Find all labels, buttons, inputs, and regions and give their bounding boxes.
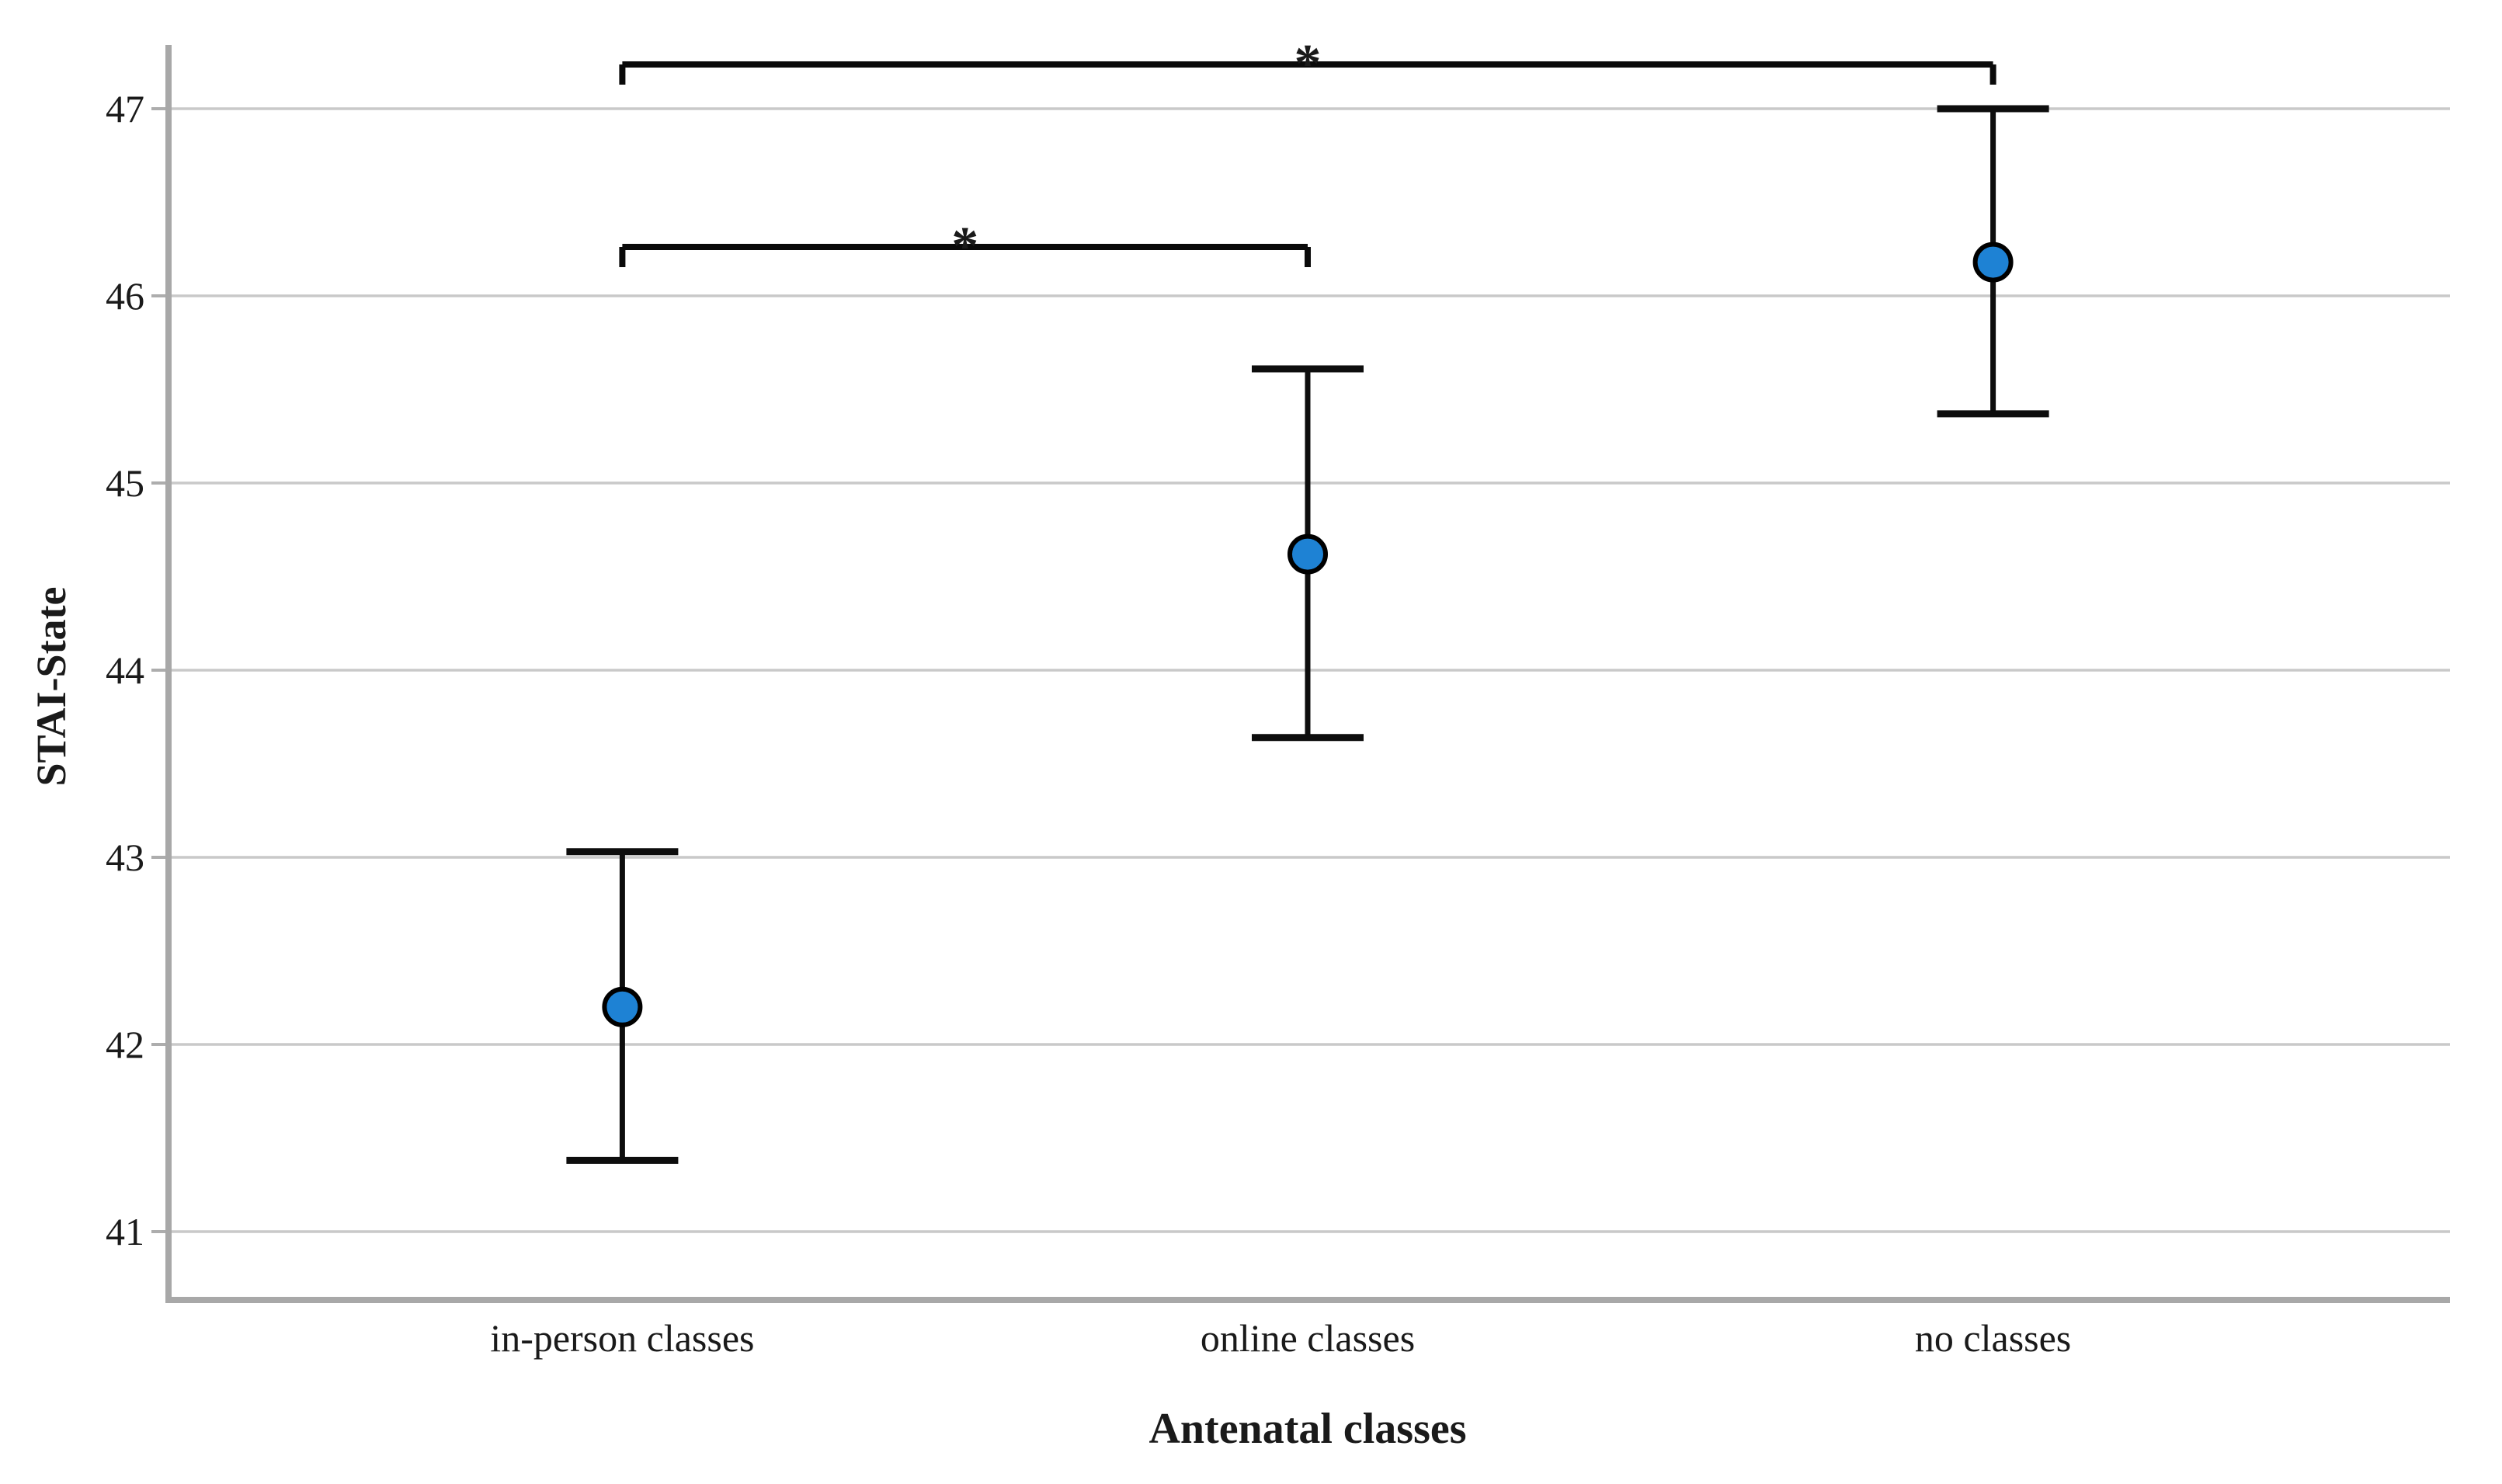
sig-bracket-in-person-classes-vs-online-classes: * (619, 217, 1311, 276)
significance-asterisk: * (951, 217, 978, 276)
x-tick-label-in-person-classes: in-person classes (490, 1316, 754, 1360)
y-tick-label-43: 43 (106, 836, 144, 879)
y-tick-label-45: 45 (106, 461, 144, 505)
y-tick-label-47: 47 (106, 87, 144, 130)
y-tick-label-41: 41 (106, 1210, 144, 1253)
y-tick-label-46: 46 (106, 274, 144, 318)
error-bar-in-person-classes (566, 848, 679, 1164)
significance-brackets: ** (619, 34, 1996, 276)
x-tick-labels: in-person classes online classes no classe… (490, 1316, 2071, 1360)
mean-marker-online-classes (1287, 533, 1328, 575)
y-tick-label-42: 42 (106, 1023, 144, 1066)
y-axis-title: STAI-State (28, 586, 75, 786)
sig-bracket-in-person-classes-vs-no-classes: * (619, 34, 1996, 94)
x-tick-label-online-classes: online classes (1201, 1316, 1415, 1360)
error-bar-no-classes (1937, 105, 2049, 418)
x-tick-label-no-classes: no classes (1915, 1316, 2071, 1360)
y-axis-ticks (151, 107, 165, 1233)
error-bars (566, 105, 2049, 1164)
error-bar-online-classes (1252, 365, 1364, 742)
y-tick-labels: 41 42 43 44 45 46 47 (106, 87, 144, 1253)
y-tick-label-44: 44 (106, 648, 144, 692)
x-axis-title: Antenatal classes (1148, 1405, 1466, 1453)
axis-spines (165, 45, 2450, 1303)
mean-marker-no-classes (1972, 242, 2014, 283)
significance-asterisk: * (1294, 34, 1322, 94)
mean-marker-in-person-classes (602, 986, 643, 1027)
